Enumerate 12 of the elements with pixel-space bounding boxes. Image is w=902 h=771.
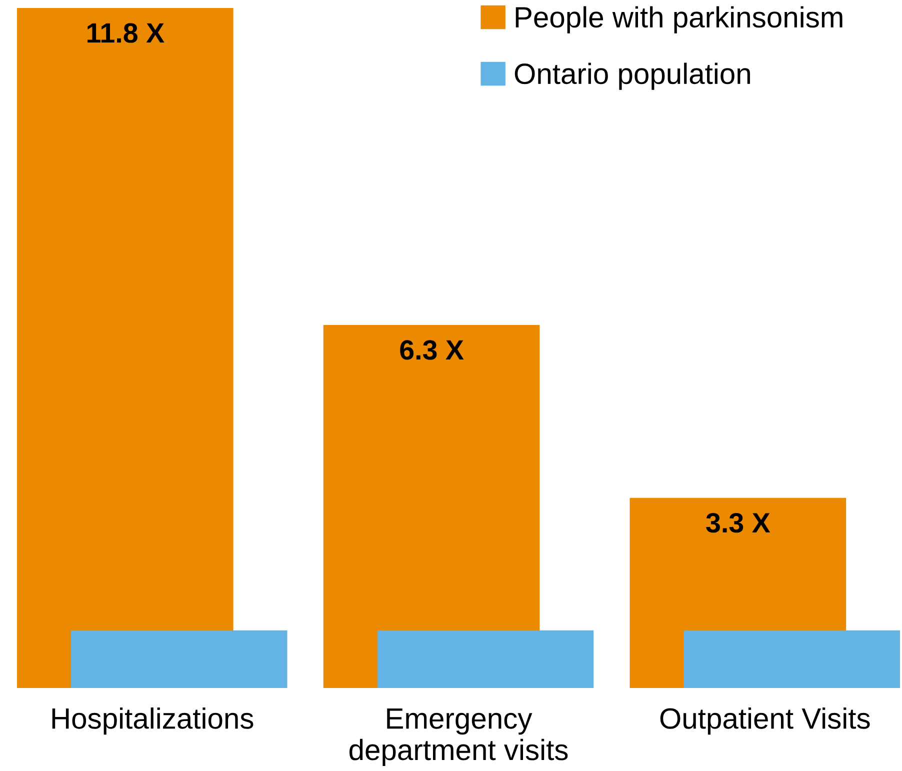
bar [17, 8, 234, 688]
data-label: 6.3 X [400, 340, 464, 360]
x-tick-label: Hospitalizations [52, 707, 254, 735]
bar [377, 630, 594, 688]
legend-label: Ontario population [514, 62, 750, 90]
bar [684, 630, 900, 688]
x-tick-label: Outpatient Visits [660, 707, 870, 735]
legend-label: People with parkinsonism [516, 6, 842, 34]
bar [70, 630, 288, 688]
data-label: 3.3 X [706, 512, 770, 533]
data-label: 11.8 X [88, 23, 164, 43]
x-tick-label: Emergency department visits [350, 708, 568, 766]
